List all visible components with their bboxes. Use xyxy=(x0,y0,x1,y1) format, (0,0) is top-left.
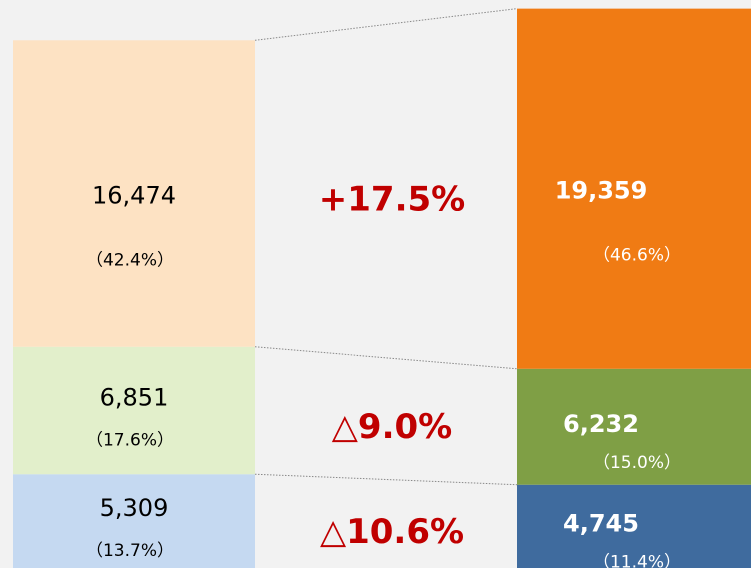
bar-segment xyxy=(517,368,751,485)
share-label: （15.0%） xyxy=(593,453,681,473)
connector xyxy=(254,473,518,486)
bar-segment xyxy=(517,484,751,568)
share-label: （46.6%） xyxy=(593,246,681,266)
share-label: （17.6%） xyxy=(86,431,174,451)
value-label: 6,851 xyxy=(100,384,169,412)
value-label: 19,359 xyxy=(555,177,648,205)
value-label: 6,232 xyxy=(563,410,639,438)
share-label: （42.4%） xyxy=(86,251,174,271)
value-label: 4,745 xyxy=(563,509,639,537)
connector xyxy=(254,346,518,370)
value-label: 16,474 xyxy=(92,182,176,210)
bar-segment xyxy=(517,8,751,369)
change-label: +17.5% xyxy=(319,180,465,220)
change-label: △9.0% xyxy=(332,407,452,447)
value-label: 5,309 xyxy=(100,494,169,522)
share-label: （13.7%） xyxy=(86,541,174,561)
bar-segment xyxy=(13,346,255,475)
share-label: （11.4%） xyxy=(593,552,681,568)
bar-segment xyxy=(13,40,255,347)
connector xyxy=(254,8,518,41)
change-label: △10.6% xyxy=(320,512,464,552)
bar-segment xyxy=(13,474,255,568)
